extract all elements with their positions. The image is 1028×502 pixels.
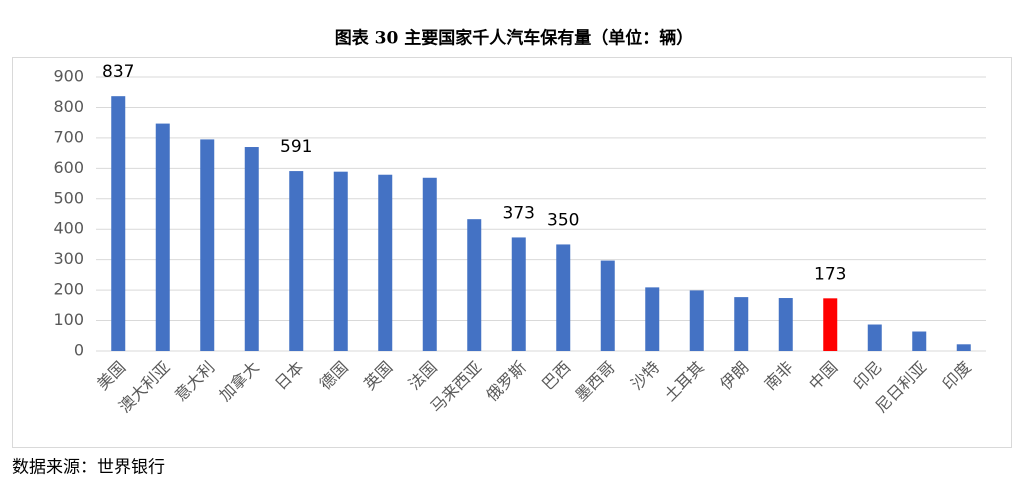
x-tick-label: 加拿大 bbox=[215, 358, 262, 405]
bar bbox=[467, 219, 482, 351]
x-tick-label: 美国 bbox=[93, 358, 129, 394]
x-tick-label: 土耳其 bbox=[660, 358, 707, 405]
y-tick-label: 0 bbox=[74, 341, 84, 360]
bar bbox=[244, 147, 259, 351]
x-tick-label: 伊朗 bbox=[716, 358, 752, 394]
bar bbox=[912, 331, 927, 351]
value-label: 591 bbox=[280, 137, 312, 157]
x-tick-label: 墨西哥 bbox=[571, 358, 618, 405]
y-tick-label: 100 bbox=[53, 310, 84, 329]
bar bbox=[956, 344, 971, 351]
x-tick-label: 中国 bbox=[805, 358, 841, 394]
bar bbox=[645, 287, 660, 351]
y-tick-label: 500 bbox=[53, 188, 84, 207]
chart-frame bbox=[12, 57, 1012, 448]
bar bbox=[600, 260, 615, 351]
y-tick-label: 900 bbox=[53, 67, 84, 86]
x-tick-label: 意大利 bbox=[171, 358, 218, 405]
bar bbox=[689, 290, 704, 351]
bar bbox=[289, 171, 304, 351]
x-tick-label: 巴西 bbox=[538, 358, 574, 394]
y-tick-label: 300 bbox=[53, 249, 84, 268]
value-label: 373 bbox=[503, 203, 535, 223]
value-label: 837 bbox=[102, 62, 134, 82]
bar bbox=[333, 171, 348, 351]
bar bbox=[734, 297, 749, 351]
x-tick-label: 法国 bbox=[405, 358, 441, 394]
bar bbox=[511, 237, 526, 351]
bar bbox=[823, 298, 838, 351]
x-tick-label: 德国 bbox=[316, 358, 352, 394]
x-tick-label: 俄罗斯 bbox=[482, 358, 529, 405]
y-tick-label: 200 bbox=[53, 280, 84, 299]
bar bbox=[200, 139, 215, 351]
chart-title: 图表 30 主要国家千人汽车保有量（单位：辆） bbox=[335, 28, 694, 49]
y-tick-label: 600 bbox=[53, 158, 84, 177]
bar bbox=[778, 298, 793, 351]
value-label: 350 bbox=[547, 210, 579, 230]
y-tick-label: 700 bbox=[53, 127, 84, 146]
source-note: 数据来源：世界银行 bbox=[12, 458, 165, 478]
bar bbox=[422, 177, 437, 351]
y-tick-label: 800 bbox=[53, 97, 84, 116]
y-tick-label: 400 bbox=[53, 219, 84, 238]
x-tick-label: 日本 bbox=[271, 358, 307, 394]
x-tick-label: 沙特 bbox=[627, 358, 663, 394]
bar bbox=[556, 244, 571, 351]
bar bbox=[111, 96, 126, 352]
bar bbox=[867, 324, 882, 351]
x-tick-label: 南非 bbox=[761, 358, 797, 394]
bar bbox=[378, 174, 393, 351]
x-tick-label: 印度 bbox=[939, 358, 975, 394]
bar bbox=[155, 123, 170, 351]
x-tick-label: 英国 bbox=[360, 358, 396, 394]
x-tick-label: 印尼 bbox=[850, 358, 886, 394]
value-label: 173 bbox=[814, 264, 846, 284]
